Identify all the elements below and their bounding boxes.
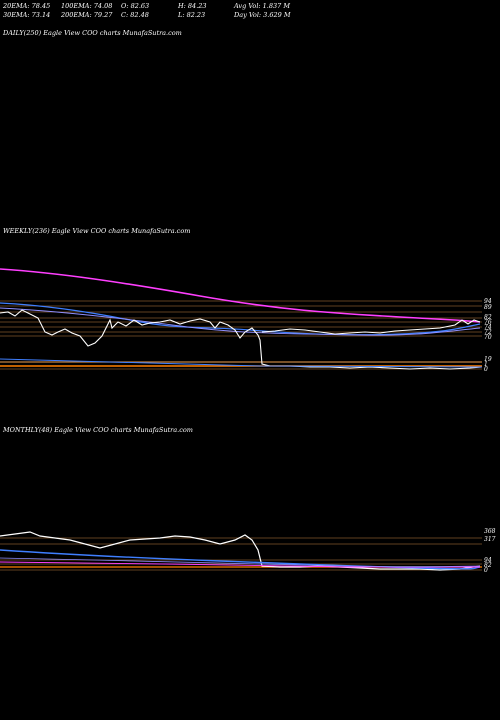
monthly-chart: 368 317 94 82 0 xyxy=(0,528,496,574)
avg-vol-value: Avg Vol: 1.837 M xyxy=(234,2,291,10)
high-value: H: 84.23 xyxy=(178,2,207,10)
monthly-tick: 0 xyxy=(484,567,488,574)
stats-header: 20EMA: 78.45 100EMA: 74.08 O: 82.63 H: 8… xyxy=(3,2,314,20)
weekly-tick: 89 xyxy=(484,304,492,311)
monthly-axis-ticks: 368 317 94 82 0 xyxy=(484,528,496,574)
weekly-tick: 70 xyxy=(484,334,492,341)
weekly-tick: 19 xyxy=(484,356,492,363)
weekly-chart: 94 89 82 76 74 72 70 19 1 0 xyxy=(0,268,492,373)
weekly-tick: 82 xyxy=(484,314,492,321)
open-value: O: 82.63 xyxy=(121,2,150,10)
weekly-tick: 76 xyxy=(484,319,492,326)
ema20-value: 20EMA: 78.45 xyxy=(3,2,51,10)
ema200-value: 200EMA: 79.27 xyxy=(61,11,113,19)
daily-panel-label: DAILY(250) Eagle View COO charts MunafaS… xyxy=(3,29,182,37)
monthly-tick: 82 xyxy=(484,562,492,569)
weekly-ema-slow-line xyxy=(0,268,481,323)
monthly-ema-slow-line xyxy=(0,561,480,568)
monthly-ema-mid-line xyxy=(0,557,481,568)
weekly-price-line xyxy=(0,309,483,370)
weekly-price-line-upper xyxy=(261,319,481,335)
weekly-volume-line xyxy=(0,358,483,368)
monthly-price-line xyxy=(0,531,481,571)
weekly-ema-fast-line xyxy=(0,302,481,336)
weekly-tick: 0 xyxy=(484,366,488,373)
close-value: C: 82.48 xyxy=(121,11,149,19)
monthly-level-lines xyxy=(0,537,482,571)
low-value: L: 82.23 xyxy=(178,11,206,19)
weekly-tick: 72 xyxy=(484,329,492,336)
day-vol-value: Day Vol: 3.629 M xyxy=(234,11,291,19)
weekly-ema-mid-line xyxy=(0,307,481,336)
weekly-tick: 94 xyxy=(484,298,492,305)
monthly-panel-label: MONTHLY(48) Eagle View COO charts Munafa… xyxy=(3,426,193,434)
ema100-value: 100EMA: 74.08 xyxy=(61,2,113,10)
weekly-tick: 1 xyxy=(484,361,488,368)
monthly-tick: 368 xyxy=(484,528,496,535)
monthly-tick: 94 xyxy=(484,557,492,564)
weekly-axis-ticks: 94 89 82 76 74 72 70 19 1 0 xyxy=(484,298,492,373)
weekly-panel-label: WEEKLY(236) Eagle View COO charts Munafa… xyxy=(3,227,191,235)
weekly-level-lines xyxy=(0,300,482,370)
ema30-value: 30EMA: 73.14 xyxy=(3,11,51,19)
weekly-tick: 74 xyxy=(484,324,492,331)
monthly-tick: 317 xyxy=(484,536,496,543)
monthly-ema-fast-line xyxy=(0,549,481,570)
